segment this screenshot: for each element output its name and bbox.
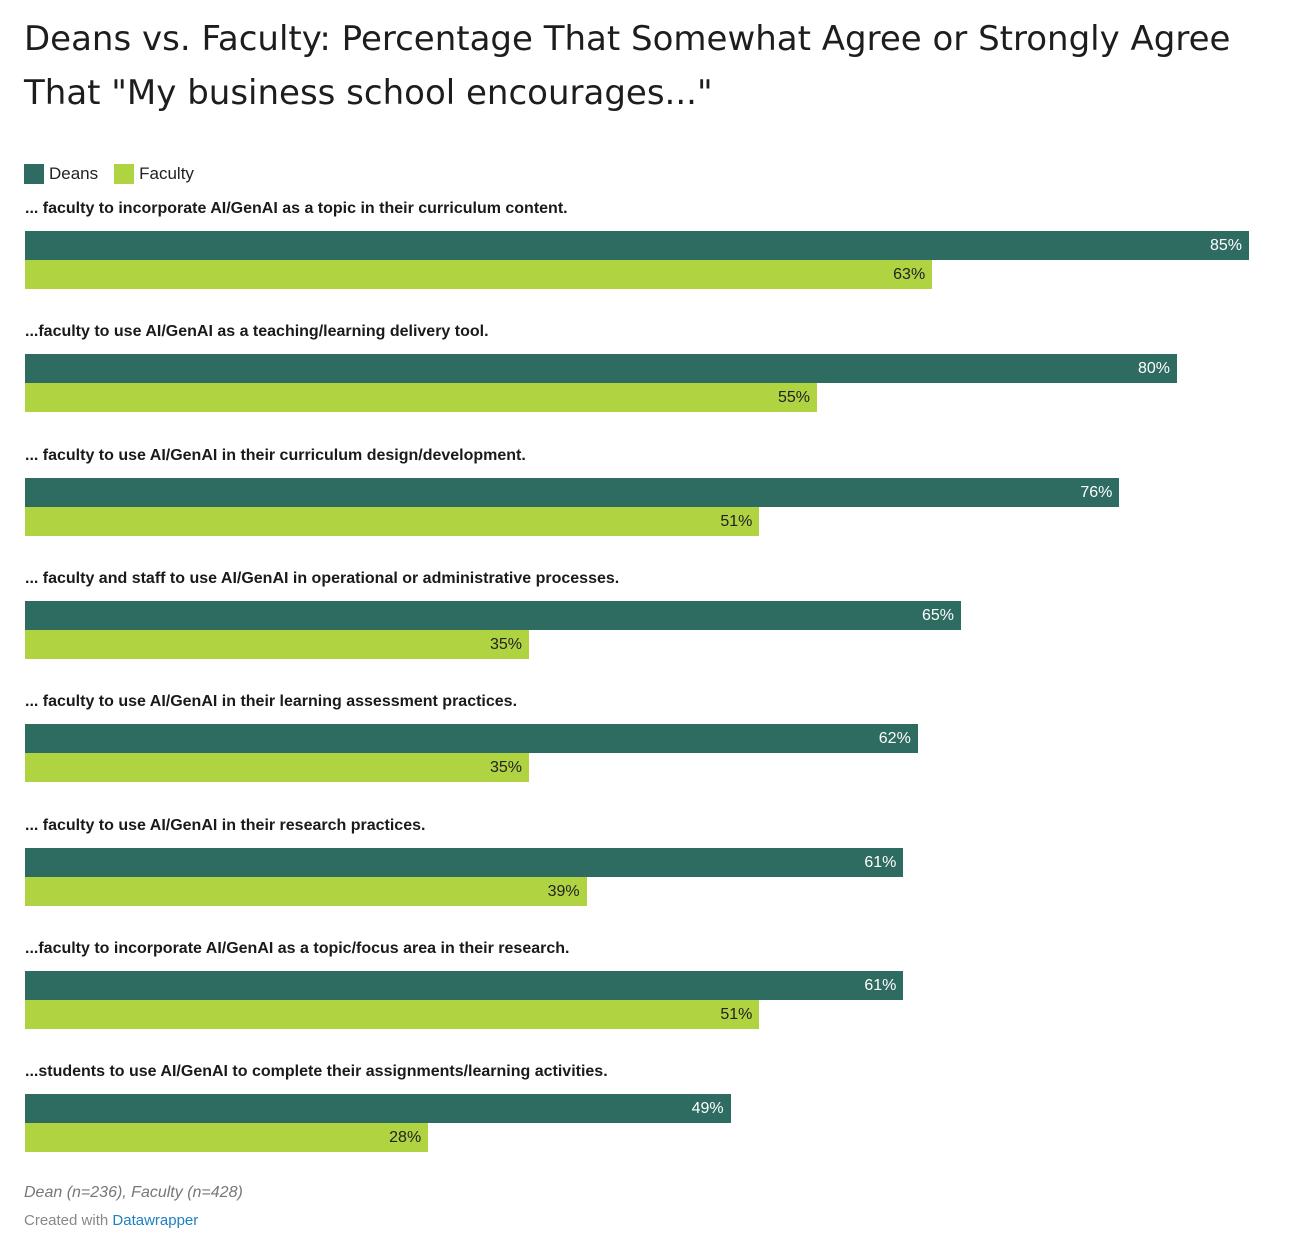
legend: Deans Faculty [24,164,210,184]
legend-item-deans: Deans [24,164,98,184]
bar-faculty [25,753,529,783]
data-label-deans: 76% [1080,483,1113,501]
bar-deans [25,847,904,877]
data-label-faculty: 35% [489,759,522,777]
data-label-faculty: 51% [720,1005,753,1023]
legend-swatch-faculty [114,164,135,184]
credit-prefix: Created with [24,1212,109,1229]
category-label: ...students to use AI/GenAI to complete … [25,1063,608,1081]
legend-label-deans: Deans [49,164,99,183]
legend-swatch-deans [24,164,44,184]
bar-faculty [25,999,760,1029]
data-label-faculty: 28% [389,1129,422,1147]
data-label-faculty: 35% [489,635,522,653]
category-label: ... faculty and staff to use AI/GenAI in… [25,569,620,587]
category-label: ... faculty to use AI/GenAI in their lea… [25,693,518,711]
data-label-deans: 61% [864,853,897,871]
category-label: ...faculty to incorporate AI/GenAI as a … [25,939,570,957]
bar-faculty [25,876,587,906]
data-label-deans: 61% [864,976,897,994]
data-label-faculty: 39% [547,882,580,900]
legend-item-faculty: Faculty [114,164,194,184]
bar-deans [25,600,961,630]
bar-faculty [25,629,529,659]
bar-deans [25,231,1249,260]
bar-deans [25,724,918,754]
bar-faculty [25,383,817,413]
footnote: Dean (n=236), Faculty (n=428) [24,1184,243,1201]
bar-faculty [25,260,933,289]
chart-title: Deans vs. Faculty: Percentage That Somew… [24,19,1231,113]
category-label: ...faculty to use AI/GenAI as a teaching… [25,323,489,341]
bar-deans [25,1094,731,1124]
credit: Created with Datawrapper [24,1212,198,1229]
category-label: ... faculty to use AI/GenAI in their cur… [25,446,526,464]
data-label-faculty: 51% [720,512,753,530]
bar-deans [25,970,904,1000]
bar-deans [25,354,1177,384]
data-label-faculty: 55% [777,389,810,407]
data-label-deans: 49% [691,1100,724,1118]
bar-faculty [25,506,760,536]
data-label-faculty: 63% [893,266,926,283]
data-label-deans: 85% [1209,237,1242,254]
bar-deans [25,477,1120,507]
datawrapper-link[interactable]: Datawrapper [112,1212,199,1229]
data-label-deans: 65% [921,606,954,624]
data-label-deans: 80% [1137,360,1170,378]
category-label: ... faculty to use AI/GenAI in their res… [25,816,426,834]
bar-faculty [25,1123,429,1153]
data-label-deans: 62% [878,730,911,748]
legend-label-faculty: Faculty [139,164,194,183]
category-label: ... faculty to incorporate AI/GenAI as a… [25,200,568,217]
